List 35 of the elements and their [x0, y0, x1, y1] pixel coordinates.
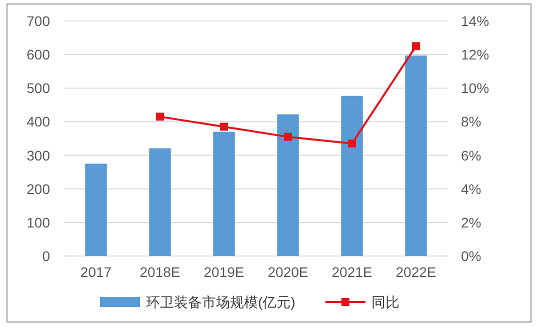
bar	[405, 56, 427, 256]
point	[156, 112, 164, 121]
legend-label: 同比	[371, 294, 400, 310]
y2-tick-label: 6%	[461, 147, 482, 164]
bar	[213, 132, 235, 256]
x-tick-label: 2018E	[140, 264, 180, 280]
bar	[277, 114, 299, 256]
y2-tick-label: 14%	[461, 13, 490, 29]
x-tick-label: 2022E	[396, 264, 436, 280]
bar	[149, 148, 171, 256]
point	[412, 42, 420, 50]
y-tick-label: 400	[26, 114, 50, 130]
x-tick-label: 2020E	[268, 264, 308, 280]
y-tick-label: 200	[26, 180, 50, 197]
y2-tick-label: 8%	[461, 114, 482, 130]
point	[348, 140, 356, 148]
y2-tick-label: 2%	[461, 214, 482, 230]
y-tick-label: 700	[26, 13, 50, 29]
point	[284, 132, 292, 141]
y-tick-label: 0	[42, 248, 50, 264]
y-tick-label: 600	[26, 46, 50, 63]
y-tick-label: 300	[26, 147, 50, 164]
legend-label: 环卫装备市场规模(亿元)	[146, 294, 296, 310]
y2-tick-label: 4%	[461, 180, 482, 197]
x-tick-label: 2021E	[332, 264, 372, 280]
y-tick-label: 100	[26, 214, 50, 230]
y2-tick-label: 10%	[461, 80, 490, 96]
x-tick-label: 2019E	[204, 264, 244, 280]
bar	[341, 96, 363, 256]
point	[220, 122, 228, 131]
y-tick-label: 500	[26, 80, 50, 96]
y2-tick-label: 0%	[461, 248, 482, 264]
x-tick-label: 2017	[80, 264, 112, 280]
bar	[85, 164, 107, 256]
y2-tick-label: 12%	[461, 46, 490, 63]
